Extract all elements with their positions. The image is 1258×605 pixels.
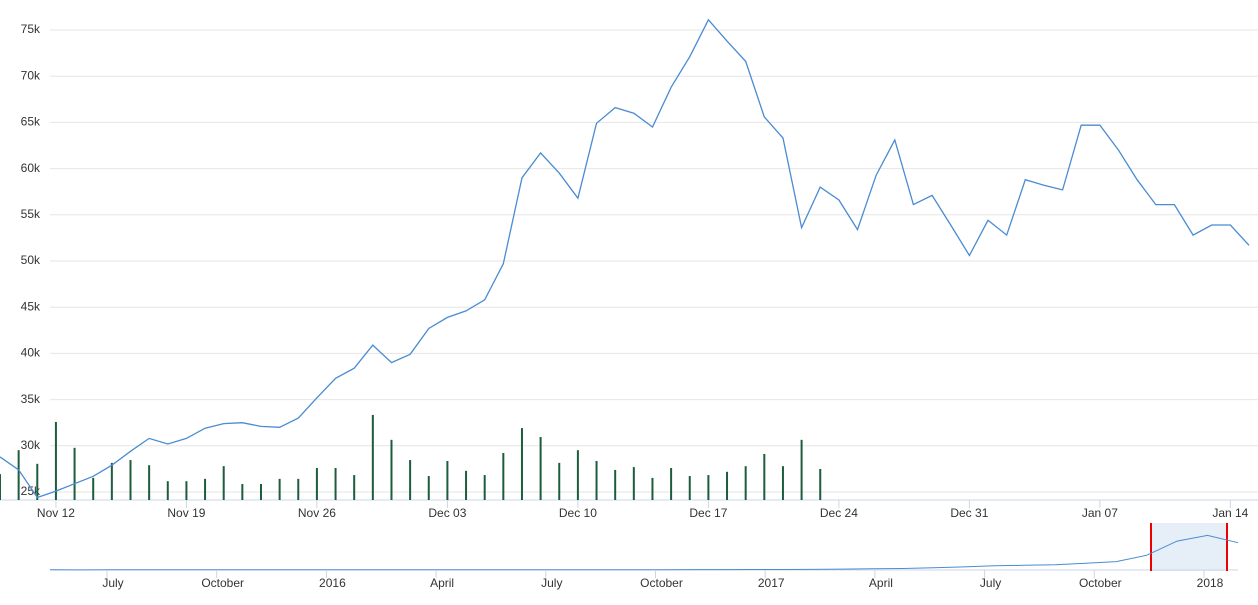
y-tick-label: 45k: [21, 299, 41, 313]
navigator-tick-label: July: [541, 576, 562, 590]
volume-bar: [632, 467, 635, 500]
volume-bar: [222, 466, 225, 500]
volume-bar: [614, 469, 617, 500]
y-tick-label: 65k: [21, 115, 41, 129]
volume-bar: [465, 470, 468, 500]
navigator-tick-label: 2017: [758, 576, 785, 590]
x-tick-label: Nov 19: [167, 506, 205, 520]
navigator-tick-label: October: [640, 576, 683, 590]
price-line: [0, 18, 1250, 499]
volume-bar: [17, 450, 20, 500]
volume-bar: [259, 484, 262, 500]
navigator-tick-label: 2018: [1197, 576, 1224, 590]
y-tick-label: 40k: [21, 346, 41, 360]
volume-bar: [315, 468, 318, 500]
volume-bar: [166, 481, 169, 500]
volume-bar: [371, 414, 374, 500]
volume-bar: [707, 475, 710, 500]
x-tick-label: Nov 26: [298, 506, 336, 520]
volume-bar: [73, 447, 76, 500]
volume-bar: [204, 478, 207, 500]
volume-bar: [297, 478, 300, 500]
x-tick-label: Dec 24: [820, 506, 858, 520]
navigator-tick-label: July: [980, 576, 1001, 590]
navigator-tick-label: April: [430, 576, 454, 590]
navigator-tick-label: April: [869, 576, 893, 590]
navigator-tick-label: October: [201, 576, 244, 590]
volume-bar: [483, 475, 486, 500]
y-tick-label: 35k: [21, 392, 41, 406]
navigator-tick-label: 2016: [319, 576, 346, 590]
volume-bar: [670, 468, 673, 500]
x-tick-label: Dec 03: [428, 506, 466, 520]
y-tick-label: 75k: [21, 22, 41, 36]
volume-bar: [763, 453, 766, 500]
y-tick-label: 30k: [21, 438, 41, 452]
volume-bar: [110, 462, 113, 500]
navigator-line: [49, 534, 1239, 571]
x-tick-label: Dec 10: [559, 506, 597, 520]
volume-bar: [54, 421, 57, 500]
x-tick-label: Nov 12: [37, 506, 75, 520]
navigator-tick-label: October: [1079, 576, 1122, 590]
volume-bar: [558, 462, 561, 500]
volume-bar: [726, 471, 729, 500]
navigator-tick-label: July: [102, 576, 123, 590]
navigator-window[interactable]: [1151, 523, 1227, 571]
volume-bar: [334, 468, 337, 500]
volume-bar: [576, 450, 579, 500]
volume-bar: [241, 484, 244, 500]
volume-bar: [800, 439, 803, 500]
volume-bar: [520, 428, 523, 500]
volume-bar: [92, 477, 95, 500]
y-tick-label: 50k: [21, 253, 41, 267]
volume-bar: [148, 465, 151, 500]
volume-bar: [446, 460, 449, 500]
y-tick-label: 60k: [21, 161, 41, 175]
volume-bar: [278, 478, 281, 500]
x-tick-label: Dec 17: [689, 506, 727, 520]
x-tick-label: Jan 14: [1212, 506, 1248, 520]
volume-bar: [409, 460, 412, 500]
y-tick-label: 70k: [21, 68, 41, 82]
volume-bar: [185, 481, 188, 500]
volume-bar: [595, 460, 598, 500]
volume-bar: [129, 460, 132, 500]
volume-bar: [502, 453, 505, 500]
volume-bar: [0, 474, 1, 500]
x-tick-label: Dec 31: [950, 506, 988, 520]
volume-bar: [427, 476, 430, 500]
volume-bar: [36, 463, 39, 500]
y-tick-label: 55k: [21, 207, 41, 221]
volume-bar: [353, 475, 356, 500]
x-tick-label: Jan 07: [1082, 506, 1118, 520]
volume-bar: [781, 466, 784, 500]
volume-bar: [688, 476, 691, 500]
volume-bar: [539, 437, 542, 500]
volume-bar: [651, 477, 654, 500]
volume-bar: [819, 468, 822, 500]
volume-bar: [390, 439, 393, 500]
volume-bar: [744, 466, 747, 500]
